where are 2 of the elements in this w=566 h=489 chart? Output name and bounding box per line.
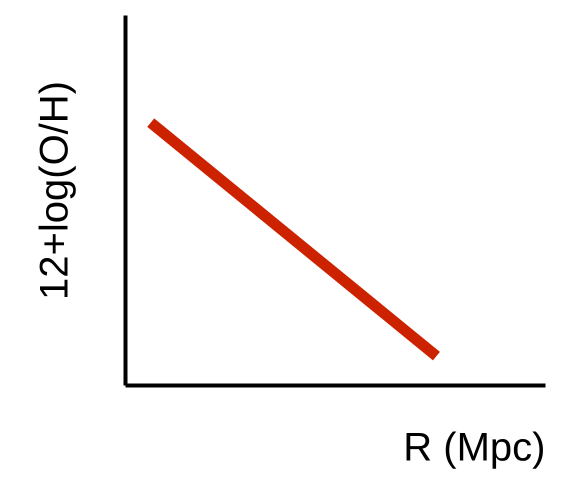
x-axis-title: R (Mpc): [403, 426, 546, 470]
y-axis-title: 12+log(O/H): [32, 81, 76, 300]
